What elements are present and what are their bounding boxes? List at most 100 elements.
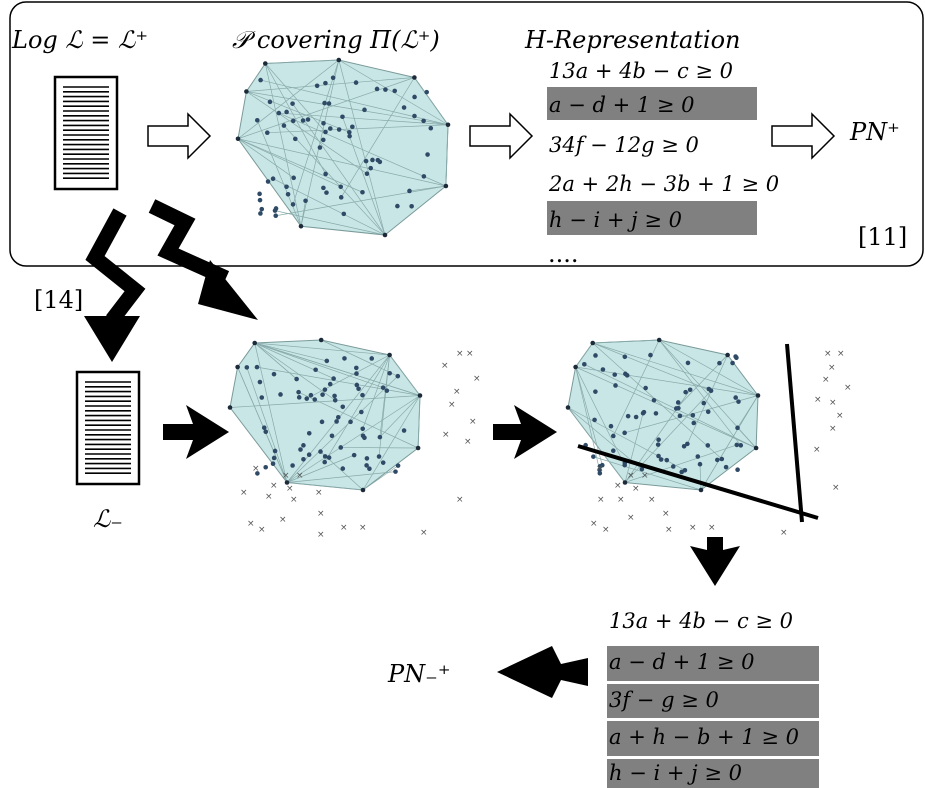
facet-line [362,395,421,491]
vertex-point [443,183,449,189]
sample-point [733,395,738,400]
negative-sample-cross: × [252,464,260,474]
sample-point [682,468,688,473]
sample-point [257,191,262,197]
vertex-point [336,57,342,63]
top-constraint: 34f − 12g ≥ 0 [549,133,699,157]
sample-point [291,175,296,181]
sample-point [328,126,333,131]
vertex-point [412,75,417,80]
sample-point [687,387,693,393]
top-pn-label: PN⁺ [849,118,900,146]
sample-point [368,165,374,171]
polytope-hull [567,339,759,491]
sample-point [735,467,740,473]
zigzag-arrow-head-icon [84,316,140,362]
facet-line [246,367,288,483]
sample-point [599,462,605,468]
negative-sample-cross: × [689,523,697,533]
hollow-arrow-icon [469,112,534,160]
sample-point [706,386,712,392]
vertex-point [725,352,730,358]
negative-sample-cross: × [247,519,255,529]
sample-point [340,466,346,471]
sample-point [695,454,701,459]
sample-point [715,457,720,463]
vertex-point [227,405,233,410]
facet-line [658,339,757,449]
sample-point [675,400,681,405]
negative-sample-cross: × [829,424,837,434]
negative-sample-cross: × [836,411,844,421]
negative-sample-cross: × [286,484,294,494]
sample-point [364,456,370,461]
sample-point [336,127,342,132]
vertex-point [565,405,571,410]
sample-point [300,118,306,123]
sample-point [691,420,697,426]
facet-line [340,447,419,449]
sample-point [393,469,398,474]
sample-point [290,118,296,124]
sample-point [593,389,598,394]
sample-point [360,392,365,398]
sample-point [313,367,318,373]
sample-point [613,383,618,388]
sample-point [362,435,367,441]
sample-point [681,443,687,449]
negative-sample-cross: × [420,528,428,538]
facet-line [584,363,757,449]
facet-line [700,395,759,491]
negative-sample-cross: × [240,488,248,498]
vertex-point [284,480,290,485]
facet-line [254,342,297,380]
bottom-constraint: 3f − g ≥ 0 [609,688,719,712]
sample-point [347,129,352,135]
sample-point [392,88,398,94]
negative-sample-cross: × [317,509,325,519]
sample-point [401,105,407,110]
negative-sample-cross: × [270,481,278,491]
zigzag-arrow-icon [148,199,230,285]
sample-point [317,145,323,150]
sample-point [600,367,606,372]
sample-point [308,392,314,398]
facet-line [272,178,386,236]
sample-point [314,83,320,89]
sample-point [350,124,355,130]
sample-point [338,445,344,450]
constraint-highlight [547,87,757,120]
vertex-point [753,445,759,451]
sample-point [338,195,344,200]
negative-sample-cross: × [590,519,598,529]
sample-point [296,389,301,395]
sample-point [651,397,657,403]
sample-point [633,414,639,420]
facet-line [592,342,723,460]
sample-point [421,118,426,124]
negative-sample-cross: × [824,349,832,359]
negative-sample-cross: × [456,495,464,505]
sample-point [733,354,738,359]
sample-point [384,388,390,393]
vertex-point [656,337,662,343]
sample-point [363,158,369,164]
solid-arrow-icon [497,646,588,698]
facet-line [379,395,421,438]
sample-point [364,463,369,468]
sample-point [272,448,278,454]
facet-line [445,124,449,187]
sample-point [591,454,596,459]
sample-point [734,442,740,448]
sample-point [322,387,328,392]
negative-sample-cross: × [290,495,298,505]
sample-point [326,455,332,460]
sample-point [592,417,597,423]
facet-line [237,366,288,483]
negative-sample-cross: × [617,495,625,505]
constraint-highlight [607,721,819,756]
constraint-highlight [607,646,819,681]
vertex-point [573,364,578,370]
sample-point [322,100,327,106]
vertex-point [235,136,241,142]
